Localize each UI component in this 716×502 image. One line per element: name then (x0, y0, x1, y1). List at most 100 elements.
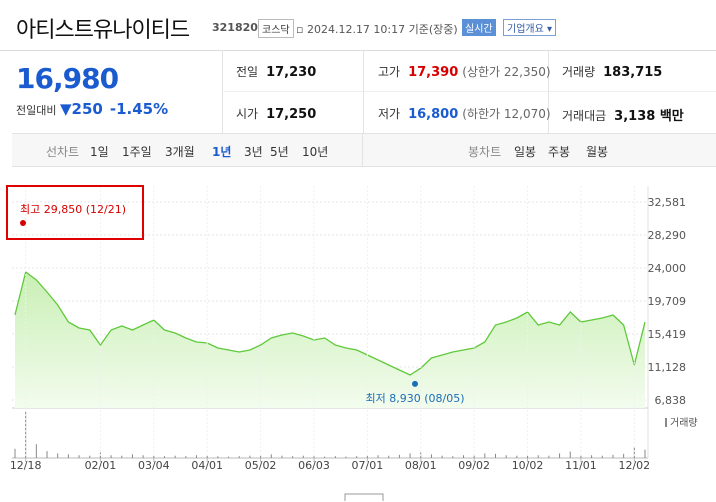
volume-bar (121, 455, 123, 458)
x-tick-label: 04/01 (191, 459, 223, 472)
period-tab[interactable]: 1일 (90, 145, 109, 159)
stat-value: 17,230 (266, 65, 317, 80)
volume-bar (527, 454, 529, 458)
highlight-box (6, 185, 144, 240)
high-dot (20, 220, 26, 227)
low-value_label: 8,930 (389, 392, 421, 405)
change-label: 전일대비 (16, 104, 57, 117)
divider (0, 50, 716, 51)
datetime-text: 2024.12.17 10:17 기준(장중) (306, 23, 458, 36)
y-tick-label: 6,838 (655, 394, 687, 407)
volume-bar (559, 453, 561, 458)
volume-bar (89, 455, 91, 458)
change-value: 250 (71, 100, 103, 118)
stat: 거래량 183,715 (562, 63, 662, 80)
period-tab[interactable]: 5년 (270, 145, 289, 159)
stat: 거래대금 3,138 백만 (562, 105, 684, 124)
volume-bar (313, 456, 315, 458)
stat: 전일 17,230 (236, 63, 316, 80)
stat: 고가 17,390 (상한가 22,350) (378, 63, 551, 80)
volume-bar (206, 455, 208, 458)
volume-bar (67, 454, 69, 458)
period-tab[interactable]: 10년 (302, 145, 329, 159)
volume-bar (217, 456, 219, 458)
stat-value: 17,390 (408, 65, 459, 80)
y-tick-label: 28,290 (648, 229, 687, 242)
candle-tab[interactable]: 일봉 (514, 145, 537, 159)
y-tick-label: 19,709 (648, 295, 687, 308)
stat: 저가 16,800 (하한가 12,070) (378, 105, 551, 122)
low-dot (412, 380, 418, 387)
volume-bar (270, 454, 272, 458)
volume-bar (569, 451, 571, 458)
volume-bar (334, 456, 336, 458)
volume-bar (473, 454, 475, 458)
volume-bar (238, 456, 240, 458)
volume-bar (110, 455, 112, 458)
x-tick-label: 12/18 (10, 459, 42, 472)
stat-label: 거래량 (562, 65, 596, 79)
chart: 32,581 28,290 24,000 19,709 15,419 11,128 6,83… (6, 185, 698, 501)
volume-bar (366, 455, 368, 458)
volume-bar (441, 455, 443, 458)
volume-bar (601, 455, 603, 458)
high-value_label: 29,850 (44, 203, 83, 216)
low-date: (08/05) (424, 392, 464, 405)
volume-bar (356, 456, 358, 458)
volume-bar (452, 456, 454, 458)
x-tick-label: 06/03 (298, 459, 330, 472)
x-tick-label: 08/01 (405, 459, 437, 472)
volume-bar (495, 453, 497, 458)
divider (362, 134, 363, 166)
volume-bar (324, 456, 326, 458)
volume-bar (185, 456, 187, 458)
volume-bar (430, 454, 432, 458)
company-button[interactable]: 기업개요 ▾ (503, 19, 557, 36)
candle-tab[interactable]: 월봉 (586, 145, 609, 159)
stat-value: 17,250 (266, 107, 317, 122)
x-tick-label: 05/02 (245, 459, 277, 472)
stat-value: 183,715 (603, 65, 663, 80)
volume-bar (409, 453, 411, 458)
volume-bar (281, 455, 283, 458)
volume-bar (505, 455, 507, 458)
realtime-button[interactable]: 실시간 (462, 19, 496, 36)
stat-value: 16,800 (408, 107, 459, 122)
stat-value: 3,138 백만 (614, 109, 684, 124)
current-price: 16,980 (16, 62, 119, 95)
stat-label: 거래대금 (562, 109, 607, 123)
volume-label: 거래량 (670, 417, 698, 429)
period-tab[interactable]: 1주일 (122, 145, 152, 159)
volume-bar (260, 455, 262, 458)
volume-bar (142, 455, 144, 458)
stat-label: 고가 (378, 65, 401, 79)
high-date: (12/21) (86, 203, 126, 216)
y-tick-label: 15,419 (648, 328, 687, 341)
stat-label: 저가 (378, 107, 401, 121)
volume-bar (292, 456, 294, 458)
period-tab[interactable]: 3년 (244, 145, 263, 159)
volume-bar (516, 455, 518, 458)
company-text: 기업개요 (507, 24, 544, 35)
tab-group-label: 봉차트 (468, 145, 502, 159)
stat-label: 전일 (236, 65, 259, 79)
volume-bar (462, 455, 464, 458)
period-tab[interactable]: 1년 (212, 145, 232, 159)
volume-bar (174, 455, 176, 458)
candle-tab[interactable]: 주봉 (548, 145, 571, 159)
stock-code: 321820 (212, 21, 258, 34)
x-tick-label: 03/04 (138, 459, 170, 472)
volume-bar (537, 455, 539, 458)
volume-bar (644, 449, 646, 458)
low-label: 최저 (365, 392, 385, 405)
y-tick-label: 24,000 (648, 262, 687, 275)
volume-bar (14, 448, 16, 458)
volume-bar (196, 455, 198, 458)
stat-label: 시가 (236, 107, 259, 121)
high-label: 최고 29,850 (12/21) (20, 203, 126, 216)
x-tick-label: 11/01 (565, 459, 597, 472)
volume-bar (57, 453, 59, 458)
period-tab[interactable]: 3개월 (165, 145, 195, 159)
x-tick-label: 07/01 (352, 459, 384, 472)
scroll-handle (344, 493, 384, 501)
